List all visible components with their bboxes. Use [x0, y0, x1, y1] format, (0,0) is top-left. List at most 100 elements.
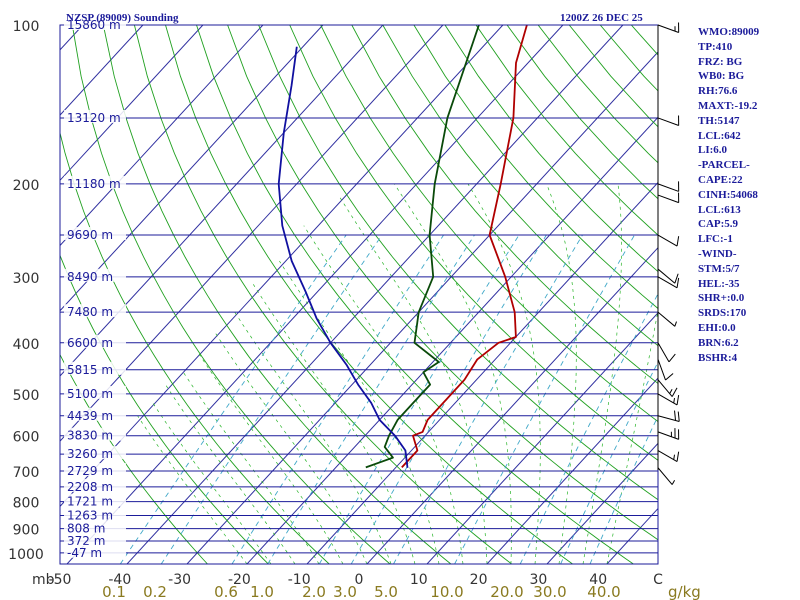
height-label: 5815 m	[67, 363, 113, 377]
moist-adiabat	[606, 308, 658, 564]
index-item: LCL:613	[698, 203, 741, 216]
temperature-trace	[401, 25, 528, 469]
parcel-trace	[277, 46, 409, 468]
isotherm-line	[546, 442, 658, 564]
dry-adiabat	[227, 25, 658, 541]
pressure-label: 200	[13, 178, 40, 194]
height-label-bg	[64, 407, 126, 421]
temperature-label: 20	[470, 572, 488, 588]
valid-time: 1200Z 26 DEC 25	[560, 12, 643, 24]
index-item: RH:76.6	[698, 85, 738, 98]
height-label-bg	[64, 507, 126, 521]
isotherm-line	[426, 312, 658, 564]
dry-adiabat	[413, 25, 658, 310]
height-label: 2208 m	[67, 480, 113, 494]
temperature-label: 30	[529, 572, 547, 588]
height-label-bg	[64, 361, 126, 375]
height-label: 15860 m	[67, 18, 121, 32]
dry-adiabat	[60, 353, 208, 564]
dry-adiabat	[196, 25, 634, 564]
isotherm-line	[66, 25, 564, 564]
pressure-label: 100	[13, 19, 40, 35]
height-label-bg	[64, 446, 126, 460]
plot-frame	[59, 24, 659, 565]
height-label: 2729 m	[67, 464, 113, 478]
index-item: CINH:54068	[698, 188, 758, 201]
mixing-ratio-line	[454, 234, 635, 564]
height-label-bg	[64, 533, 126, 547]
moist-adiabat	[303, 225, 464, 564]
height-label-bg	[64, 463, 126, 477]
index-item: LCL:642	[698, 129, 741, 142]
mixing-ratio-label: 10.0	[430, 583, 463, 600]
height-label: 6600 m	[67, 336, 113, 350]
height-label: 4439 m	[67, 409, 113, 423]
wind-barb	[657, 181, 680, 192]
height-label: 5100 m	[67, 387, 113, 401]
height-label-bg	[64, 385, 126, 399]
index-item: SRDS:170	[698, 307, 747, 320]
height-label: 808 m	[67, 522, 105, 536]
dry-adiabat	[102, 25, 452, 564]
height-label-bg	[64, 478, 126, 492]
pressure-label: 900	[13, 523, 40, 539]
wind-barb	[657, 450, 680, 462]
moist-adiabat	[137, 415, 248, 564]
dry-adiabat	[165, 25, 573, 564]
station-title: NZSP (89009) Sounding	[66, 12, 179, 24]
isotherm-line	[60, 25, 324, 312]
dry-adiabat	[133, 25, 512, 564]
moist-adiabat	[467, 183, 541, 564]
wind-barb	[657, 192, 680, 204]
mixing-ratio-line	[119, 234, 347, 564]
dry-adiabat	[71, 25, 391, 564]
index-item: FRZ: BG	[698, 55, 743, 68]
isotherm-line	[246, 116, 658, 564]
height-label: 11180 m	[67, 177, 121, 191]
mixing-ratio-label: 30.0	[533, 583, 566, 600]
pressure-axis-unit: mb	[32, 572, 55, 588]
index-item: LI:6.0	[698, 144, 728, 157]
height-label-bg	[64, 109, 126, 123]
mixing-ratio-label: 0.2	[143, 583, 167, 600]
index-item: BSHR:4	[698, 351, 738, 364]
height-label-bg	[64, 268, 126, 282]
mixing-ratio-label: 40.0	[587, 583, 620, 600]
dry-adiabat	[351, 25, 658, 384]
moist-adiabat	[253, 284, 416, 564]
temperature-label: 0	[355, 572, 364, 588]
height-label: 1263 m	[67, 509, 113, 523]
moist-adiabat	[394, 183, 512, 564]
height-label: 3830 m	[67, 429, 113, 443]
height-label: 13120 m	[67, 111, 121, 125]
height-label-bg	[64, 175, 126, 189]
moist-adiabat	[234, 312, 392, 564]
mixing-ratio-label: 5.0	[374, 583, 398, 600]
mixing-ratio-line	[519, 292, 658, 564]
dry-adiabat	[60, 253, 269, 564]
moist-adiabat	[279, 260, 440, 564]
mixing-ratio-line	[318, 234, 520, 564]
index-item: TP:410	[698, 40, 733, 53]
pressure-label: 300	[13, 271, 40, 287]
isotherm-line	[60, 25, 384, 377]
mixing-ratio-label: 1.0	[250, 583, 274, 600]
isotherm-line	[486, 377, 658, 564]
temperature-label: -50	[49, 572, 72, 588]
wind-barb	[657, 268, 679, 284]
temperature-label: -20	[228, 572, 251, 588]
moist-adiabat	[213, 330, 368, 564]
mixing-ratio-unit: g/kg	[668, 583, 701, 600]
temperature-label: 10	[410, 572, 428, 588]
isotherm-line	[60, 25, 264, 247]
index-item: CAP:5.9	[698, 218, 739, 231]
temperature-label: -10	[288, 572, 311, 588]
index-item: HEL:-35	[698, 277, 740, 290]
pressure-label: 500	[13, 388, 40, 404]
moist-adiabat	[546, 183, 577, 564]
wind-barb	[657, 393, 680, 406]
dry-adiabat	[258, 25, 658, 501]
index-item: MAXT:-19.2	[698, 99, 758, 112]
height-label-bg	[64, 520, 126, 534]
